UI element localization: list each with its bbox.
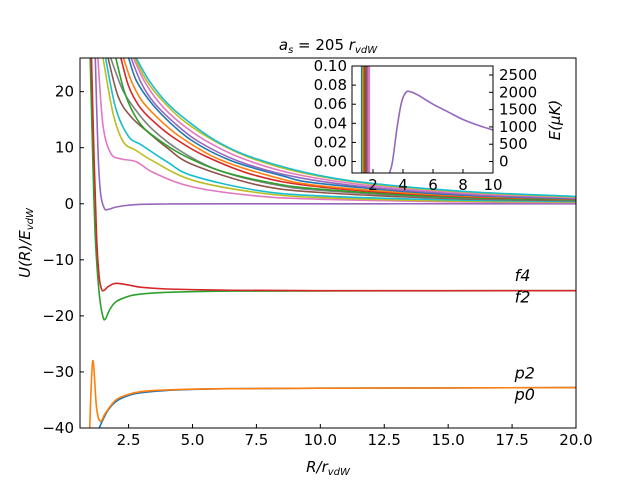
series-line-12: [122, 58, 576, 200]
inset-axes-frame: [351, 65, 494, 174]
series-line-5: [97, 58, 576, 204]
x-tick-label: 7.5: [244, 431, 268, 449]
inset-left-tick-label: 0.02: [314, 133, 347, 151]
x-tick-label: 15.0: [431, 431, 464, 449]
series-line-8: [107, 58, 576, 202]
inset-left-tick-label: 0.00: [314, 153, 347, 171]
y-tick-label: −40: [42, 419, 74, 437]
inset-ticks: 2 4 6 8 10 0.00 0.020.040.060.080.10 0500100015…: [314, 57, 538, 194]
inset-right-tick-label: 2500: [499, 66, 537, 84]
inset-left-tick-label: 0.04: [314, 114, 347, 132]
y-axis-label: U(R)/EvdW: [16, 207, 36, 278]
inset-right-tick-label: 1000: [499, 118, 537, 136]
x-tick-label: 12.5: [368, 431, 401, 449]
inset-x-tick-label: 8: [458, 176, 468, 194]
inset-x-tick-label: 4: [398, 176, 408, 194]
annotation-p2: p2: [514, 364, 535, 383]
main-axes-frame: [79, 57, 577, 429]
series-line-1: [88, 359, 576, 428]
inset-x-tick-label: 6: [428, 176, 438, 194]
inset-right-tick-label: 0: [499, 153, 509, 171]
series-line-7: [104, 58, 576, 203]
y-tick-label: 20: [55, 83, 74, 101]
curve-annotations: f4 f2 p2 p0: [514, 266, 535, 404]
inset-left-tick-label: 0.10: [314, 57, 347, 75]
inset-x-tick-label: 10: [483, 176, 502, 194]
y-tick-label: −20: [42, 307, 74, 325]
series-line-14: [130, 58, 576, 199]
series-line-4: [94, 58, 576, 211]
inset-x-tick-label: 2: [368, 176, 378, 194]
series-line-0: [98, 386, 576, 428]
main-ticks: 2.5 5.0 7.5 10.0 12.5 15.0 17.5 20.0 −40 −30 −20 −1…: [42, 83, 592, 449]
annotation-f2: f2: [515, 287, 531, 306]
series-line-13: [127, 58, 576, 200]
chart-title: as = 205 rvdW: [279, 36, 378, 56]
y-tick-label: −30: [42, 363, 74, 381]
series-line-15: [132, 58, 576, 199]
x-tick-label: 10.0: [304, 431, 337, 449]
annotation-p0: p0: [514, 385, 535, 404]
inset-series-line-0: [388, 90, 493, 173]
inset-plot-area: [360, 66, 493, 173]
inset-background: [352, 66, 493, 173]
x-tick-label: 17.5: [495, 431, 528, 449]
inset-right-tick-label: 500: [499, 135, 528, 153]
y-tick-label: 10: [55, 139, 74, 157]
series-line-6: [102, 58, 576, 203]
x-tick-label: 2.5: [117, 431, 141, 449]
x-axis-label: R/rvdW: [306, 458, 351, 478]
inset-right-tick-label: 2000: [499, 83, 537, 101]
x-tick-label: 20.0: [559, 431, 592, 449]
inset-right-axis-label: E(μK): [546, 100, 564, 141]
x-tick-label: 5.0: [181, 431, 205, 449]
inset-left-tick-label: 0.06: [314, 95, 347, 113]
main-plot-area: [88, 58, 576, 428]
inset-right-tick-label: 1500: [499, 101, 537, 119]
series-line-10: [115, 58, 576, 201]
series-line-17: [135, 58, 576, 198]
inset-left-tick-label: 0.08: [314, 76, 347, 94]
y-tick-label: 0: [64, 195, 74, 213]
y-tick-label: −10: [42, 251, 74, 269]
series-line-3: [90, 58, 576, 292]
annotation-f4: f4: [515, 266, 531, 285]
